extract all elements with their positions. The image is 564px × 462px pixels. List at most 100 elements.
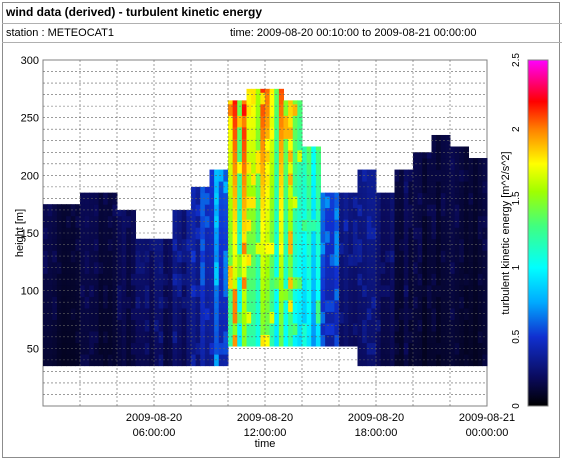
heatmap-cell <box>130 273 137 286</box>
heatmap-cell <box>426 296 433 309</box>
heatmap-cell <box>463 158 470 171</box>
heatmap-cell <box>200 227 206 240</box>
x-tick-label-date: 2009-08-20 <box>237 412 293 424</box>
heatmap-cell <box>325 288 331 301</box>
heatmap-cell <box>315 265 322 278</box>
heatmap-cell <box>103 215 109 228</box>
heatmap-cell <box>426 238 433 251</box>
heatmap-cell <box>371 261 377 274</box>
heatmap-cell <box>352 276 359 289</box>
heatmap-cell <box>103 261 109 274</box>
heatmap-cell <box>399 181 405 194</box>
heatmap-cell <box>288 100 294 105</box>
heatmap-cell <box>135 261 141 274</box>
heatmap-cell <box>228 322 234 335</box>
heatmap-cell <box>288 265 294 278</box>
heatmap-cell <box>274 276 280 289</box>
heatmap-cell <box>394 204 400 217</box>
heatmap-cell <box>463 215 470 228</box>
heatmap-cell <box>278 322 285 335</box>
heatmap-cell <box>232 299 238 312</box>
heatmap-cell <box>371 250 377 263</box>
heatmap-cell <box>339 230 345 243</box>
heatmap-cell <box>366 273 372 286</box>
heatmap-cell <box>283 126 289 139</box>
heatmap-cell <box>241 115 248 128</box>
heatmap-cell <box>47 261 53 274</box>
heatmap-cell <box>408 331 414 344</box>
heatmap-cell <box>130 342 137 355</box>
heatmap-cell <box>278 161 285 174</box>
heatmap-cell <box>292 265 298 278</box>
heatmap-cell <box>463 296 470 309</box>
heatmap-cell <box>459 331 465 344</box>
heatmap-cell <box>265 265 271 278</box>
heatmap-cell <box>265 126 271 139</box>
heatmap-cell <box>167 319 174 332</box>
heatmap-cell <box>107 331 113 344</box>
heatmap-cell <box>103 331 109 344</box>
heatmap-cell <box>297 196 303 209</box>
heatmap-cell <box>274 322 280 335</box>
heatmap-cell <box>246 161 252 174</box>
heatmap-cell <box>98 261 104 274</box>
heatmap-cell <box>241 126 248 139</box>
heatmap-cell <box>218 319 224 332</box>
heatmap-cell <box>43 227 49 240</box>
heatmap-cell <box>454 284 460 297</box>
heatmap-cell <box>167 342 174 355</box>
heatmap-cell <box>320 242 326 255</box>
heatmap-cell <box>75 273 81 286</box>
heatmap-cell <box>140 331 146 344</box>
heatmap-cell <box>70 296 76 309</box>
heatmap-cell <box>403 192 409 205</box>
heatmap-cell <box>366 204 372 217</box>
heatmap-cell <box>232 288 238 301</box>
heatmap-cell <box>232 207 238 220</box>
heatmap-cell <box>255 184 261 197</box>
heatmap-cell <box>297 311 303 324</box>
heatmap-cell <box>394 169 400 182</box>
heatmap-cell <box>329 207 335 220</box>
heatmap-cell <box>251 184 257 197</box>
heatmap-cell <box>366 319 372 332</box>
heatmap-cell <box>292 299 298 312</box>
y-tick-label: 250 <box>21 113 39 125</box>
heatmap-cell <box>251 322 257 335</box>
heatmap-cell <box>191 238 197 251</box>
heatmap-cell <box>311 173 317 186</box>
heatmap-cell <box>167 331 174 344</box>
heatmap-cell <box>241 138 248 151</box>
heatmap-cell <box>103 284 109 297</box>
heatmap-cell <box>70 238 76 251</box>
heatmap-cell <box>302 253 308 266</box>
heatmap-cell <box>399 342 405 355</box>
heatmap-cell <box>278 230 285 243</box>
heatmap-cell <box>130 227 137 240</box>
heatmap-cell <box>408 215 414 228</box>
heatmap-cell <box>320 253 326 266</box>
heatmap-cell <box>399 307 405 320</box>
heatmap-cell <box>163 261 169 274</box>
heatmap-cell <box>260 161 266 174</box>
heatmap-cell <box>228 103 234 116</box>
heatmap-cell <box>251 196 257 209</box>
heatmap-cell <box>269 173 275 186</box>
heatmap-cell <box>283 103 289 116</box>
heatmap-cell <box>237 265 243 278</box>
heatmap-cell <box>320 265 326 278</box>
heatmap-cell <box>246 173 252 186</box>
heatmap-cell <box>52 204 58 217</box>
heatmap-cell <box>297 299 303 312</box>
heatmap-cell <box>251 138 257 151</box>
heatmap-cell <box>191 296 197 309</box>
heatmap-cell <box>47 284 53 297</box>
heatmap-cell <box>112 331 118 344</box>
heatmap-cell <box>260 334 266 347</box>
heatmap-cell <box>237 196 243 209</box>
heatmap-cell <box>403 296 409 309</box>
heatmap-cell <box>237 322 243 335</box>
heatmap-cell <box>302 299 308 312</box>
heatmap-cell <box>334 253 340 266</box>
heatmap-cell <box>200 331 206 344</box>
